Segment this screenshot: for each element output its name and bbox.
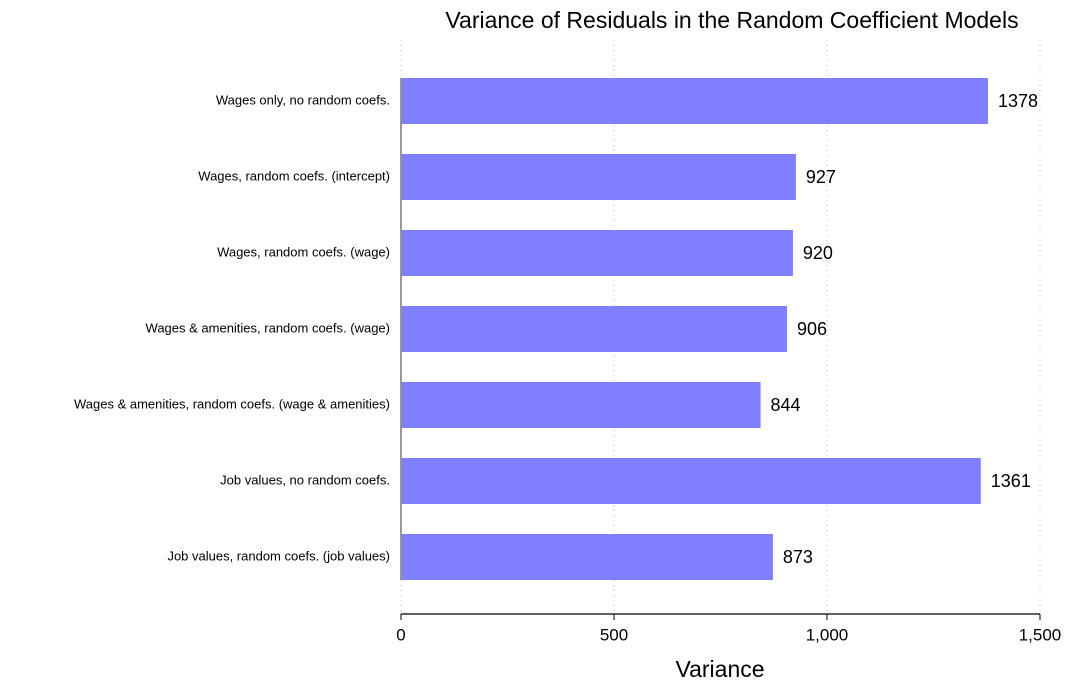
bar bbox=[401, 458, 981, 504]
bar bbox=[401, 534, 773, 580]
data-label: 1361 bbox=[991, 471, 1031, 491]
data-label: 844 bbox=[771, 395, 801, 415]
data-label: 906 bbox=[797, 319, 827, 339]
x-axis-title: Variance bbox=[675, 656, 764, 682]
y-tick-label: Wages & amenities, random coefs. (wage) bbox=[146, 320, 390, 335]
x-tick-label: 500 bbox=[600, 625, 628, 644]
bar bbox=[401, 78, 989, 124]
chart-title: Variance of Residuals in the Random Coef… bbox=[445, 7, 1018, 33]
y-tick-label: Wages, random coefs. (intercept) bbox=[198, 168, 390, 183]
x-tick-label: 1,000 bbox=[806, 625, 849, 644]
data-label: 1378 bbox=[998, 91, 1038, 111]
bar bbox=[401, 230, 793, 276]
data-label: 920 bbox=[803, 243, 833, 263]
bar bbox=[401, 306, 787, 352]
y-tick-label: Wages, random coefs. (wage) bbox=[217, 244, 390, 259]
y-tick-label: Wages & amenities, random coefs. (wage &… bbox=[74, 396, 390, 411]
data-label: 927 bbox=[806, 167, 836, 187]
x-tick-label: 1,500 bbox=[1019, 625, 1062, 644]
data-label: 873 bbox=[783, 547, 813, 567]
bar bbox=[401, 382, 761, 428]
y-tick-label: Job values, random coefs. (job values) bbox=[167, 548, 390, 563]
bar bbox=[401, 154, 796, 200]
y-tick-label: Job values, no random coefs. bbox=[220, 472, 390, 487]
x-tick-label: 0 bbox=[396, 625, 405, 644]
y-tick-label: Wages only, no random coefs. bbox=[216, 92, 390, 107]
